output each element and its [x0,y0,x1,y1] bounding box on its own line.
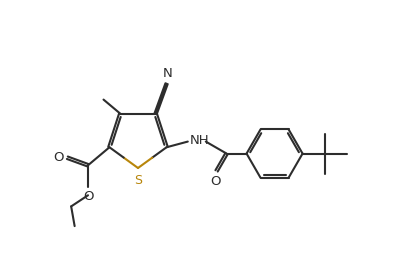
Text: O: O [83,190,93,203]
Text: S: S [134,173,142,186]
Text: N: N [163,67,172,80]
Text: O: O [210,175,221,188]
Text: O: O [53,151,63,164]
Text: NH: NH [190,134,210,147]
